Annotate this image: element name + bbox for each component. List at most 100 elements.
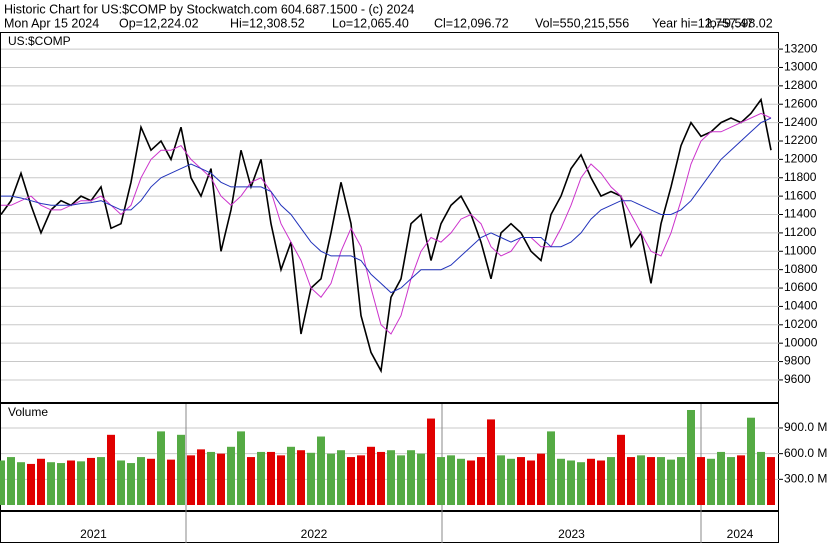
volume-bar: [517, 457, 525, 505]
volume-bar: [217, 453, 225, 505]
header: Historic Chart for US:$COMP by Stockwatc…: [4, 2, 773, 30]
volume-bar: [597, 460, 605, 505]
price-line: [0, 97, 772, 374]
x-tick-label: 2023: [558, 527, 585, 541]
volume-bar: [277, 455, 285, 505]
price-panel-label: US:$COMP: [8, 34, 71, 48]
volume-bar: [637, 455, 645, 505]
volume-bar: [457, 458, 465, 505]
y-tick-label: 300.0 M: [784, 471, 827, 485]
y-tick-label: 13200: [784, 41, 818, 55]
volume-bar: [697, 457, 705, 505]
volume-bar: [297, 450, 305, 505]
volume-bar: [627, 457, 635, 505]
volume-bar: [57, 463, 65, 505]
y-tick-label: 12400: [784, 115, 818, 129]
volume-bar: [417, 453, 425, 505]
volume-bar: [667, 459, 675, 505]
price-panel: [0, 32, 779, 403]
y-tick-label: 10200: [784, 317, 818, 331]
volume-bar: [577, 462, 585, 505]
y-tick-label: 10600: [784, 280, 818, 294]
volume-bar: [717, 451, 725, 505]
volume-bar: [27, 463, 35, 505]
x-tick-label: 2024: [727, 527, 754, 541]
header-stat: lo=9,598.02: [707, 16, 773, 30]
volume-bar: [147, 458, 155, 505]
volume-bar: [427, 418, 435, 505]
volume-bar: [207, 451, 215, 505]
volume-bar: [7, 457, 15, 505]
volume-bar: [37, 458, 45, 505]
volume-bar: [177, 434, 185, 505]
moving-average: [1, 112, 772, 335]
volume-bar: [187, 455, 195, 505]
y-tick-label: 11400: [784, 207, 817, 221]
volume-bar: [377, 451, 385, 505]
x-tick-label: 2021: [80, 527, 107, 541]
volume-bar: [527, 460, 535, 505]
header-stat: Year hi=12,757.47: [652, 16, 753, 30]
volume-bar: [617, 434, 625, 505]
y-tick-label: 11000: [784, 243, 817, 257]
header-title: Historic Chart for US:$COMP by Stockwatc…: [4, 2, 414, 16]
volume-bar: [657, 457, 665, 505]
y-tick-label: 12200: [784, 133, 818, 147]
y-tick-label: 9600: [784, 372, 811, 386]
volume-bar: [707, 458, 715, 505]
y-tick-label: 600.0 M: [784, 446, 827, 460]
volume-bar: [157, 431, 165, 505]
volume-bar: [17, 462, 25, 505]
volume-bar: [487, 419, 495, 505]
volume-bar: [287, 446, 295, 505]
volume-bar: [677, 457, 685, 505]
volume-bar: [467, 460, 475, 505]
volume-bar: [357, 455, 365, 505]
volume-bar: [167, 459, 175, 505]
volume-bar: [257, 451, 265, 505]
volume-panel: [0, 403, 779, 511]
header-stat: Op=12,224.02: [119, 16, 199, 30]
volume-bar: [407, 450, 415, 505]
volume-bar: [127, 463, 135, 505]
header-stat: Mon Apr 15 2024: [4, 16, 99, 30]
y-tick-label: 10400: [784, 299, 818, 313]
volume-bar: [557, 458, 565, 505]
y-tick-label: 11200: [784, 225, 817, 239]
volume-bar: [367, 446, 375, 505]
volume-bar: [387, 450, 395, 505]
volume-bar: [587, 458, 595, 505]
volume-bar: [347, 457, 355, 505]
volume-bar: [727, 457, 735, 505]
volume-bar: [437, 457, 445, 505]
volume-bar: [687, 409, 695, 505]
volume-bar: [67, 460, 75, 505]
y-tick-label: 10000: [784, 335, 818, 349]
volume-bar: [737, 455, 745, 505]
volume-bar: [47, 462, 55, 505]
volume-bar: [117, 460, 125, 505]
volume-bar: [0, 460, 5, 505]
volume-bar: [477, 457, 485, 505]
volume-bar: [107, 434, 115, 505]
volume-bar: [647, 457, 655, 505]
volume-bar: [337, 450, 345, 505]
y-tick-label: 12600: [784, 96, 818, 110]
volume-bar: [197, 449, 205, 505]
header-stat: Lo=12,065.40: [332, 16, 409, 30]
volume-bar: [607, 457, 615, 505]
y-tick-label: 9800: [784, 354, 811, 368]
volume-panel-label: Volume: [8, 405, 48, 419]
volume-bar: [447, 455, 455, 505]
volume-bar: [497, 455, 505, 505]
volume-bar: [137, 457, 145, 505]
volume-bar: [267, 451, 275, 505]
header-stat: Cl=12,096.72: [434, 16, 509, 30]
volume-bar: [237, 431, 245, 505]
y-tick-label: 12000: [784, 152, 818, 166]
header-stat: Hi=12,308.52: [230, 16, 305, 30]
y-tick-label: 11800: [784, 170, 817, 184]
volume-bar: [307, 452, 315, 505]
